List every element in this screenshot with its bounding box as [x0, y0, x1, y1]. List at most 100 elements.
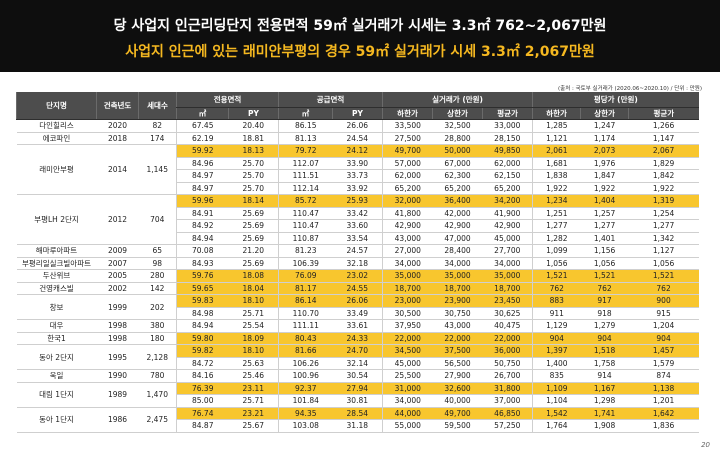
- table-row: 다인힐리스 2020 82 67.45 20.40 86.15 26.06 33,500 32,…: [16, 119, 699, 133]
- table-row: 창보 1999 202 59.83 18.10 86.14 26.06 23,000 23,90…: [16, 294, 699, 320]
- value-cell: 1,922: [580, 182, 629, 195]
- value-cell: 92.37: [278, 382, 333, 395]
- value-cell: 62,150: [482, 169, 533, 183]
- value-cell: 30.54: [332, 369, 383, 383]
- value-cell: 27,700: [482, 244, 533, 258]
- value-cell: 1,847: [580, 169, 629, 183]
- value-cell: 25.69: [228, 207, 279, 220]
- value-cell: 33,500: [382, 119, 433, 133]
- year-cell: 2020: [96, 119, 139, 133]
- value-cell: 106.39: [278, 257, 333, 270]
- value-cell: 84.98: [176, 307, 229, 320]
- value-cell: 33.90: [332, 157, 383, 170]
- value-cell: 49,700: [432, 407, 483, 420]
- value-cell: 103.08: [278, 419, 333, 433]
- year-cell: 2009: [96, 244, 139, 258]
- value-cell: 33,000: [482, 119, 533, 133]
- value-cell: 84.72: [176, 357, 229, 370]
- value-cell: 1,838: [532, 169, 581, 183]
- value-cell: 914: [580, 369, 629, 383]
- value-cell: 24.70: [332, 344, 383, 358]
- value-cell: 1,156: [580, 244, 629, 258]
- value-cell: 110.70: [278, 307, 333, 320]
- value-cell: 1,401: [580, 232, 629, 245]
- value-cell: 1,138: [628, 382, 699, 395]
- value-cell: 31,800: [482, 382, 533, 395]
- value-cell: 1,277: [628, 219, 699, 233]
- value-cell: 110.87: [278, 232, 333, 245]
- value-cell: 1,147: [628, 132, 699, 145]
- value-cell: 84.91: [176, 207, 229, 220]
- households-cell: 174: [138, 132, 177, 145]
- value-cell: 31.18: [332, 419, 383, 433]
- value-cell: 2,073: [580, 144, 629, 158]
- value-cell: 33.92: [332, 182, 383, 195]
- table-row: 한국1 1998 180 59.80 18.09 80.43 24.33 22,000 22,0…: [16, 332, 699, 345]
- header-avg: 평균가: [482, 107, 533, 120]
- value-cell: 18.81: [228, 132, 279, 145]
- value-cell: 101.84: [278, 394, 333, 408]
- value-cell: 65,200: [382, 182, 433, 195]
- value-cell: 34,000: [432, 257, 483, 270]
- households-cell: 380: [138, 319, 177, 333]
- value-cell: 25.69: [228, 219, 279, 233]
- year-cell: 1995: [96, 344, 139, 370]
- value-cell: 40,000: [432, 394, 483, 408]
- value-cell: 32,600: [432, 382, 483, 395]
- year-cell: 1998: [96, 319, 139, 333]
- value-cell: 25.69: [228, 232, 279, 245]
- value-cell: 1,922: [532, 182, 581, 195]
- table-row: 대림 1단지 1989 1,470 76.39 23.11 92.37 27.94 31,00…: [16, 382, 699, 408]
- value-cell: 27,000: [382, 244, 433, 258]
- value-cell: 84.87: [176, 419, 229, 433]
- value-cell: 33.42: [332, 207, 383, 220]
- value-cell: 50,000: [432, 144, 483, 158]
- households-cell: 82: [138, 119, 177, 133]
- title-banner: 당 사업지 인근리딩단지 전용면적 59㎡ 실거래가 시세는 3.3㎡ 762~…: [0, 0, 720, 72]
- complex-name-cell: 대림 1단지: [16, 382, 97, 408]
- table-row: 두산위브 2005 280 59.76 18.08 76.09 23.02 35,000 35,…: [16, 269, 699, 283]
- value-cell: 1,254: [628, 207, 699, 220]
- value-cell: 85.00: [176, 394, 229, 408]
- table-row: 대우 1998 380 84.94 25.54 111.11 33.61 37,950 43,0…: [16, 319, 699, 333]
- value-cell: 37,500: [432, 344, 483, 358]
- value-cell: 1,922: [628, 182, 699, 195]
- header-low: 하한가: [532, 107, 581, 120]
- value-cell: 1,829: [628, 157, 699, 170]
- value-cell: 33.54: [332, 232, 383, 245]
- table-row: 동아 2단지 1995 2,128 59.82 18.10 81.66 24.70 34,50…: [16, 344, 699, 370]
- value-cell: 44,000: [382, 407, 433, 420]
- price-table: 단지명 건축년도 세대수 전용면적 공급면적 실거래가 (만원) 평당가 (만원…: [16, 92, 699, 433]
- value-cell: 22,000: [432, 332, 483, 345]
- value-cell: 59,500: [432, 419, 483, 433]
- value-cell: 37,950: [382, 319, 433, 333]
- value-cell: 49,700: [382, 144, 433, 158]
- value-cell: 1,099: [532, 244, 581, 258]
- value-cell: 25.63: [228, 357, 279, 370]
- value-cell: 59.92: [176, 144, 229, 158]
- table-row: 욱일 1990 780 84.16 25.46 100.96 30.54 25,500 27,9…: [16, 369, 699, 383]
- value-cell: 57,000: [382, 157, 433, 170]
- value-cell: 1,109: [532, 382, 581, 395]
- value-cell: 1,279: [580, 319, 629, 333]
- value-cell: 76.09: [278, 269, 333, 283]
- value-cell: 67.45: [176, 119, 229, 133]
- households-cell: 65: [138, 244, 177, 258]
- year-cell: 2014: [96, 144, 139, 195]
- value-cell: 41,800: [382, 207, 433, 220]
- header-exclusive-area: 전용면적: [175, 92, 279, 108]
- value-cell: 900: [628, 294, 699, 308]
- value-cell: 27,500: [382, 132, 433, 145]
- table-row: 85.00 25.71 101.84 30.81 34,000 40,000 37,000 1…: [17, 394, 699, 408]
- value-cell: 84.92: [176, 219, 229, 233]
- value-cell: 76.74: [176, 407, 229, 420]
- year-cell: 2018: [96, 132, 139, 145]
- value-cell: 1,400: [532, 357, 581, 370]
- value-cell: 1,056: [580, 257, 629, 270]
- year-cell: 2007: [96, 257, 139, 270]
- value-cell: 25.69: [228, 257, 279, 270]
- value-cell: 1,319: [628, 194, 699, 208]
- value-cell: 1,104: [532, 394, 581, 408]
- value-cell: 1,174: [580, 132, 629, 145]
- complex-name-cell: 부평리일실크빌아파트: [16, 257, 97, 270]
